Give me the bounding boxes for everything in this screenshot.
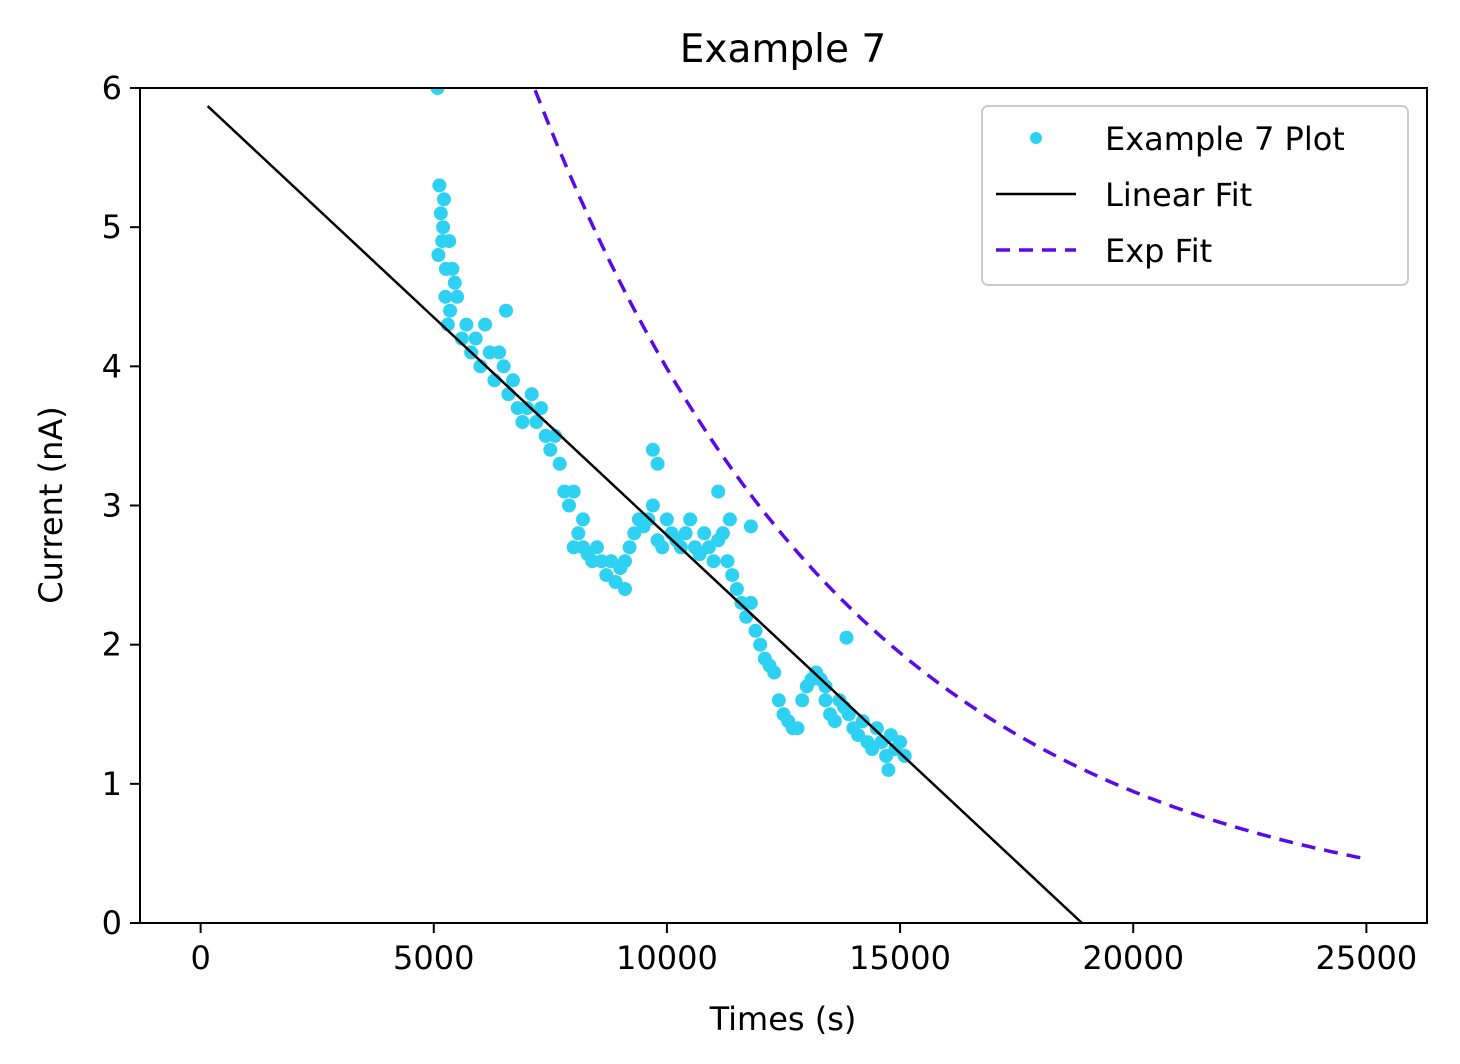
legend-box	[981, 105, 1409, 286]
data-point	[618, 554, 632, 569]
y-tick-label: 0	[102, 904, 122, 942]
data-point	[706, 554, 721, 569]
linear-fit-line	[206, 105, 1083, 923]
data-point	[506, 373, 520, 388]
data-point	[683, 512, 698, 527]
data-point	[529, 415, 544, 429]
data-point	[855, 714, 870, 729]
data-point	[499, 303, 513, 318]
data-point	[645, 498, 660, 513]
data-point	[566, 484, 581, 499]
data-point	[715, 526, 730, 541]
data-point	[650, 456, 665, 471]
data-point	[839, 630, 854, 645]
data-point	[552, 456, 567, 471]
data-point	[501, 387, 516, 402]
data-point	[790, 721, 805, 736]
fit-lines	[206, 88, 1367, 923]
chart-title: Example 7	[680, 27, 886, 72]
data-point	[743, 595, 758, 610]
x-axis: 0 5000 10000 15000 20000 25000	[190, 923, 1417, 977]
data-point	[622, 540, 637, 555]
data-point	[753, 637, 768, 652]
y-tick-label: 5	[102, 208, 122, 246]
data-point	[771, 693, 786, 708]
data-point	[468, 331, 483, 346]
data-point	[520, 401, 534, 416]
y-tick-label: 4	[102, 347, 122, 385]
y-tick-label: 6	[102, 69, 122, 107]
data-point	[432, 178, 447, 193]
data-point	[435, 234, 450, 249]
x-tick-label: 0	[190, 939, 210, 977]
data-point	[431, 248, 446, 262]
x-tick-label: 5000	[393, 939, 474, 977]
data-point	[430, 88, 445, 95]
data-point	[443, 303, 458, 318]
data-point	[437, 192, 451, 207]
legend-marker-points	[1030, 132, 1042, 144]
data-point	[841, 707, 856, 722]
data-point	[795, 693, 810, 708]
data-point	[697, 526, 712, 541]
data-point	[515, 415, 530, 429]
data-point	[524, 387, 539, 402]
data-point	[711, 484, 726, 499]
data-point	[720, 554, 735, 569]
data-point	[722, 512, 737, 527]
data-point	[881, 762, 896, 777]
data-point	[869, 721, 884, 736]
exp-fit-curve	[532, 88, 1367, 861]
data-point	[893, 735, 908, 750]
legend-label-linear: Linear Fit	[1105, 176, 1252, 214]
data-point	[438, 289, 453, 304]
y-axis: 0 1 2 3 4 5 6	[102, 69, 140, 942]
x-tick-label: 20000	[1082, 939, 1184, 977]
x-axis-label: Times (s)	[709, 1000, 857, 1038]
y-tick-label: 1	[102, 765, 122, 803]
legend-label-exp: Exp Fit	[1105, 232, 1212, 270]
x-tick-label: 10000	[616, 939, 718, 977]
legend: Example 7 Plot Linear Fit Exp Fit	[981, 105, 1409, 286]
data-point	[562, 498, 576, 513]
y-tick-label: 2	[102, 626, 122, 664]
data-point	[655, 540, 670, 555]
x-tick-label: 25000	[1315, 939, 1417, 977]
data-point	[447, 275, 462, 290]
data-point	[678, 526, 693, 541]
data-point	[645, 442, 660, 457]
data-point	[459, 317, 474, 332]
data-point	[436, 220, 451, 235]
data-point	[438, 261, 453, 276]
data-point	[818, 693, 833, 708]
data-point	[576, 512, 590, 527]
data-point	[571, 526, 586, 541]
y-axis-label: Current (nA)	[32, 406, 70, 604]
data-point	[534, 401, 548, 416]
data-point	[478, 317, 493, 332]
x-tick-label: 15000	[849, 939, 951, 977]
data-point	[729, 582, 744, 596]
data-point	[659, 512, 674, 527]
data-point	[818, 679, 833, 694]
data-point	[725, 568, 740, 583]
data-point	[590, 540, 604, 555]
y-tick-label: 3	[102, 487, 122, 525]
data-point	[618, 582, 632, 596]
legend-label-points: Example 7 Plot	[1105, 120, 1345, 158]
data-point	[827, 714, 842, 729]
data-point	[496, 359, 511, 374]
data-point	[433, 206, 448, 221]
data-points	[430, 88, 912, 777]
data-point	[743, 519, 758, 534]
data-point	[492, 345, 507, 360]
data-point	[543, 442, 558, 457]
data-point	[739, 609, 754, 624]
data-point	[748, 623, 763, 638]
data-point	[450, 289, 465, 304]
data-point	[767, 665, 782, 680]
